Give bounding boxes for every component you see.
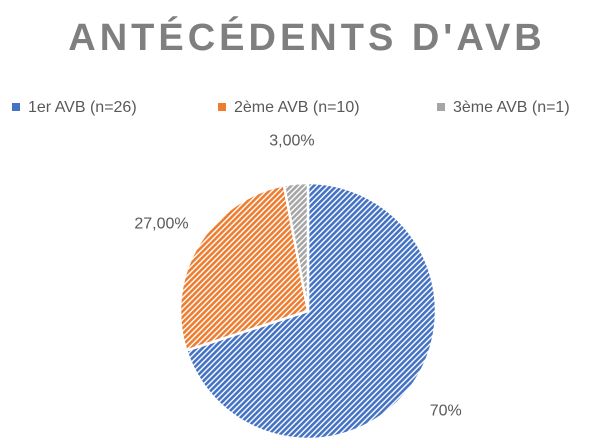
- data-label: 70%: [430, 402, 462, 419]
- legend-label: 2ème AVB (n=10): [234, 99, 360, 116]
- pie-slice: [178, 183, 310, 353]
- legend-swatch: [218, 103, 226, 111]
- data-label: 3,00%: [269, 133, 314, 150]
- legend-label: 3ème AVB (n=1): [453, 99, 570, 116]
- data-label: 27,00%: [134, 216, 188, 233]
- legend-label: 1er AVB (n=26): [28, 99, 137, 116]
- pie-slice: [282, 181, 310, 312]
- legend-swatch: [437, 103, 445, 111]
- legend-swatch: [12, 103, 20, 111]
- pie-slice: [184, 181, 438, 441]
- chart-title: ANTÉCÉDENTS D'AVB: [68, 15, 545, 59]
